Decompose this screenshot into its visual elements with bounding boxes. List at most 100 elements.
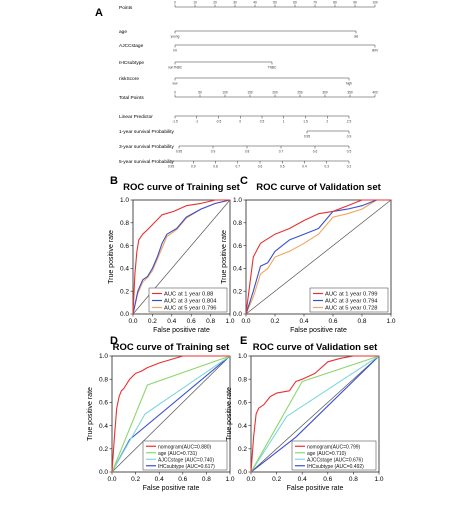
x-tick-label: 0.0 (246, 476, 255, 483)
x-axis-label: False positive rate (153, 327, 210, 334)
legend-entry: IHCsubtype (AUC=0.617) (158, 464, 215, 470)
legend-entry: nomogram(AUC=0.799) (307, 444, 361, 450)
series-line-1 (250, 355, 380, 473)
x-tick-label: 0.6 (323, 476, 332, 483)
nomogram-tick-label: 30 (233, 1, 237, 5)
nomogram-tick-label: 50 (273, 1, 277, 5)
y-tick-label: 0.2 (120, 288, 129, 295)
nomogram-tick-label: 0.95 (304, 135, 310, 139)
roc-panel-c: ROC curve of Validation set 0.00.0 0.2 0.2 0… (221, 182, 396, 334)
nomogram-tick-label: 0.7 (236, 165, 241, 169)
legend-entry: AUC at 5 year 0.796 (164, 306, 217, 312)
y-tick-label: 0.4 (233, 266, 242, 273)
y-tick-label: 1.0 (99, 353, 108, 360)
y-tick-label: 0.8 (120, 220, 129, 227)
nomogram-tick-label: 0.9 (211, 150, 216, 154)
nomogram-tick-label: 80 (333, 1, 337, 5)
y-tick-label: 1.0 (120, 197, 129, 204)
y-tick-label: 0.2 (233, 288, 242, 295)
roc-panel-e: ROC curve of Validation set 0.00.0 0.2 0.2 0… (226, 342, 384, 492)
nomogram-tick-label: 0.6 (313, 150, 318, 154)
x-tick-label: 0.8 (349, 476, 358, 483)
x-axis-label: False positive rate (287, 485, 344, 492)
nomogram-tick-label: 0.7 (279, 150, 284, 154)
x-tick-label: 0.6 (187, 318, 196, 325)
nomogram-tick-label: 300 (322, 91, 328, 95)
panel-label-e: E (240, 335, 247, 347)
legend-entry: age (AUC=0.731) (158, 451, 197, 457)
nomogram-tick-label: young (171, 35, 180, 39)
reference-diagonal (245, 199, 392, 315)
y-tick-label: 0.0 (99, 469, 108, 476)
nomogram-row-total-points: Total Points 0 50 100 150 200 250 300 350 400 (119, 91, 378, 102)
nomogram-tick-label: 400 (372, 91, 378, 95)
legend-entry: AUC at 3 year 0.794 (325, 299, 378, 305)
nomogram-row-label: age (119, 30, 127, 35)
x-tick-label: 0.0 (128, 318, 137, 325)
nomogram-row-age: age young old (119, 30, 358, 39)
y-tick-label: 0.0 (233, 311, 242, 318)
series-line-0 (111, 355, 230, 473)
x-tick-label: 0.4 (167, 318, 176, 325)
nomogram-tick-label: 60 (293, 1, 297, 5)
nomogram-tick-label: 0.95 (176, 150, 182, 154)
x-tick-label: 1.0 (386, 318, 395, 325)
nomogram-tick-label: nonTNBC (168, 66, 183, 70)
series-line-1 (111, 355, 231, 473)
panel-label-a: A (95, 7, 103, 19)
nomogram-row-linear-predictor: Linear Predictor -1.5 -1 -0.5 0 0.5 1 1.5 2 2.5 (119, 114, 351, 124)
x-axis-label: False positive rate (290, 327, 347, 334)
y-tick-label: 1.0 (233, 197, 242, 204)
y-tick-label: 0.8 (233, 220, 242, 227)
legend-entry: IHCsubtype (AUC=0.492) (307, 464, 364, 470)
nomogram-row-label: riskScore (119, 76, 139, 82)
nomogram-tick-label: 150 (247, 91, 253, 95)
series-line-1 (245, 199, 391, 315)
reference-diagonal (111, 355, 231, 473)
nomogram-row-ajccstage: AJCCstage I/II III/IV (119, 43, 379, 53)
nomogram-tick-label: 0.5 (260, 120, 265, 124)
nomogram-tick-label: 20 (213, 1, 217, 5)
nomogram-tick-label: -1 (195, 120, 198, 124)
y-tick-label: 0.6 (99, 400, 108, 407)
nomogram-tick-label: 0.9 (191, 165, 196, 169)
nomogram-tick-label: 250 (297, 91, 303, 95)
nomogram-tick-label: 10 (193, 1, 197, 5)
y-axis-label: True positive rate (226, 387, 233, 441)
x-axis-label: False positive rate (143, 485, 200, 492)
x-tick-label: 0.4 (298, 476, 307, 483)
panel-label-c: C (240, 175, 248, 187)
nomogram-tick-label: 2.5 (347, 120, 352, 124)
chart-title: ROC curve of Validation set (253, 342, 378, 353)
legend-entry: AJCCstage (AUC=0.676) (307, 457, 363, 463)
y-tick-label: 0.4 (99, 423, 108, 430)
y-tick-label: 0.4 (120, 266, 129, 273)
x-tick-label: 0.8 (206, 318, 215, 325)
x-tick-label: 0.2 (272, 476, 281, 483)
nomogram-tick-label: -1.5 (172, 120, 178, 124)
nomogram-row-label: 5-year survival Probability (119, 159, 175, 165)
nomogram-row-label: Points (119, 5, 133, 11)
nomogram-tick-label: 40 (253, 1, 257, 5)
nomogram-tick-label: 0.9 (347, 135, 352, 139)
nomogram-tick-label: 0.4 (302, 165, 307, 169)
nomogram-tick-label: 0 (239, 120, 241, 124)
x-tick-label: 1.0 (374, 476, 383, 483)
x-tick-label: 0.2 (131, 476, 140, 483)
y-tick-label: 0.0 (238, 469, 247, 476)
roc-panel-b: ROC curve of Training set0.00.00.20.20.4… (108, 182, 241, 334)
x-tick-label: 0.6 (328, 318, 337, 325)
legend-entry: AUC at 1 year 0.799 (325, 292, 378, 298)
nomogram-tick-label: I/II (173, 49, 177, 53)
legend-entry: AUC at 1 year 0.88 (164, 292, 213, 298)
nomogram-tick-label: 0.5 (280, 165, 285, 169)
nomogram-row-label: AJCCstage (119, 43, 144, 49)
nomogram-tick-label: 0 (174, 1, 176, 5)
legend-entry: nomogram(AUC=0.880) (158, 444, 212, 450)
nomogram-tick-label: TNBC (268, 66, 277, 70)
x-tick-label: 0.4 (299, 318, 308, 325)
